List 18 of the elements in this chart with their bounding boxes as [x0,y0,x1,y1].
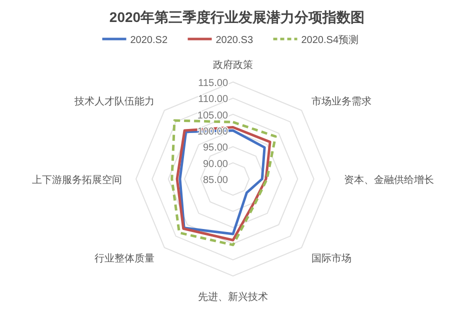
legend-label: 2020.S4预测 [301,34,359,46]
y-tick-label: 95.00 [202,142,228,154]
spoke-label: 行业整体质量 [94,252,155,264]
spoke-label: 政府政策 [213,59,253,71]
y-tick-label: 90.00 [202,158,228,170]
legend-label: 2020.S2 [130,35,168,46]
spoke-label: 上下游服务拓展空间 [32,174,122,186]
legend-label: 2020.S3 [216,35,254,46]
spoke-label: 市场业务需求 [311,96,372,108]
spoke-label: 国际市场 [311,252,352,264]
y-tick-label: 105.00 [197,110,228,122]
y-tick-label: 115.00 [198,78,228,89]
spoke-label: 资本、金融供给增长 [344,174,434,186]
spoke-label: 技术人才队伍能力 [74,96,155,108]
y-tick-label: 85.00 [202,175,228,186]
y-tick-label: 110.00 [198,94,228,106]
spoke-label: 先进、新兴技术 [198,291,268,303]
chart-title: 2020年第三季度行业发展潜力分项指数图 [109,9,365,25]
